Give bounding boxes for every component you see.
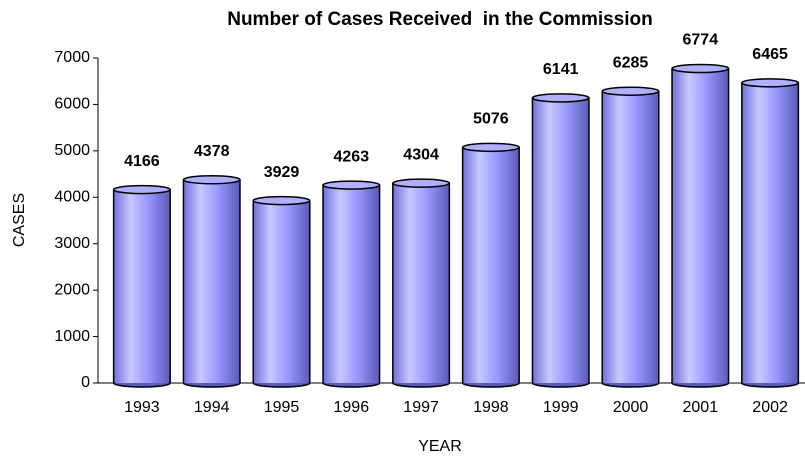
x-tick-label: 2000 (613, 399, 649, 416)
y-tick-label: 6000 (54, 96, 90, 113)
bar-top (112, 184, 171, 195)
y-tick-label: 7000 (54, 49, 90, 66)
bar-top (531, 93, 590, 103)
x-tick-label: 2001 (683, 399, 719, 416)
bar (113, 189, 171, 383)
bar (602, 91, 659, 384)
x-tick-label: 1998 (473, 399, 509, 416)
bar (392, 183, 450, 383)
bar (323, 185, 380, 383)
value-label: 4304 (403, 146, 439, 163)
y-tick-label: 3000 (54, 235, 90, 252)
bar-top (322, 180, 381, 190)
y-axis-label: CASES (11, 193, 28, 247)
value-label: 4263 (334, 148, 370, 165)
bar-top (461, 142, 520, 153)
value-label: 6465 (752, 46, 788, 63)
value-label: 6285 (613, 54, 649, 71)
x-tick-label: 1997 (403, 399, 439, 416)
value-label: 4166 (124, 153, 160, 170)
chart-title: Number of Cases Received in the Commissi… (227, 9, 653, 30)
value-label: 4378 (194, 143, 230, 160)
x-tick-label: 1996 (334, 399, 370, 416)
bar (741, 82, 799, 383)
y-tick-label: 0 (81, 374, 90, 391)
bar-top (741, 78, 800, 88)
bar-top (601, 86, 660, 96)
value-label: 5076 (473, 111, 509, 128)
bar-top (182, 174, 241, 185)
y-tick-label: 2000 (54, 281, 90, 298)
x-tick-label: 1994 (194, 399, 230, 416)
bar-top (671, 63, 730, 74)
bar (462, 147, 520, 383)
value-label: 6141 (543, 61, 579, 78)
bar (672, 68, 729, 383)
y-tick-label: 4000 (54, 189, 90, 206)
x-tick-label: 1999 (543, 399, 579, 416)
x-axis-label: YEAR (418, 438, 462, 455)
y-tick-label: 5000 (54, 142, 90, 159)
x-tick-label: 1993 (124, 399, 160, 416)
bar (183, 179, 240, 383)
y-tick-label: 1000 (54, 328, 90, 345)
bar (532, 97, 589, 383)
bar-top (392, 178, 451, 188)
bar (253, 200, 310, 383)
value-label: 6774 (683, 32, 719, 49)
x-tick-label: 2002 (752, 399, 788, 416)
bar-top (252, 195, 311, 206)
value-label: 3929 (264, 164, 300, 181)
x-tick-label: 1995 (264, 399, 300, 416)
